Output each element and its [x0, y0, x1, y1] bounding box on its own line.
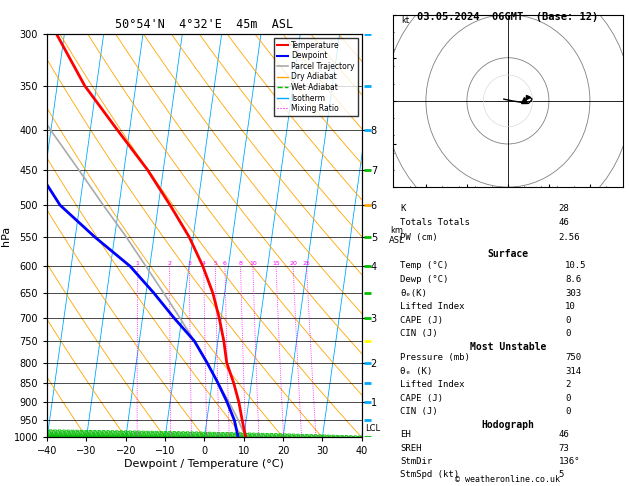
Text: 20: 20	[289, 261, 297, 266]
Text: 28: 28	[559, 204, 569, 213]
Text: θₑ(K): θₑ(K)	[400, 289, 427, 297]
Text: 46: 46	[559, 431, 569, 439]
Text: 0: 0	[565, 407, 571, 416]
Text: 8.6: 8.6	[565, 275, 581, 284]
Text: CAPE (J): CAPE (J)	[400, 394, 443, 402]
Text: 0: 0	[565, 394, 571, 402]
Text: kt: kt	[401, 16, 409, 25]
Text: Pressure (mb): Pressure (mb)	[400, 353, 470, 363]
Text: 2: 2	[565, 380, 571, 389]
Text: 73: 73	[559, 444, 569, 452]
Text: 5: 5	[559, 470, 564, 479]
Text: K: K	[400, 204, 405, 213]
Text: CAPE (J): CAPE (J)	[400, 316, 443, 325]
Text: 6: 6	[223, 261, 227, 266]
Text: Dewp (°C): Dewp (°C)	[400, 275, 448, 284]
Text: 2.56: 2.56	[559, 232, 580, 242]
Text: PW (cm): PW (cm)	[400, 232, 438, 242]
Text: 3: 3	[187, 261, 191, 266]
Text: 10: 10	[249, 261, 257, 266]
Text: 2: 2	[167, 261, 172, 266]
Text: 303: 303	[565, 289, 581, 297]
Text: Most Unstable: Most Unstable	[470, 342, 546, 352]
Text: SREH: SREH	[400, 444, 421, 452]
Text: 314: 314	[565, 367, 581, 376]
Title: 50°54'N  4°32'E  45m  ASL: 50°54'N 4°32'E 45m ASL	[115, 18, 294, 32]
Text: 0: 0	[565, 316, 571, 325]
Text: Surface: Surface	[487, 249, 528, 259]
Text: 10.5: 10.5	[565, 261, 587, 270]
Text: Lifted Index: Lifted Index	[400, 380, 464, 389]
Text: StmSpd (kt): StmSpd (kt)	[400, 470, 459, 479]
Text: 8: 8	[238, 261, 242, 266]
Text: CIN (J): CIN (J)	[400, 329, 438, 338]
Text: Hodograph: Hodograph	[481, 420, 535, 430]
Text: EH: EH	[400, 431, 411, 439]
Legend: Temperature, Dewpoint, Parcel Trajectory, Dry Adiabat, Wet Adiabat, Isotherm, Mi: Temperature, Dewpoint, Parcel Trajectory…	[274, 38, 358, 116]
Text: Totals Totals: Totals Totals	[400, 218, 470, 227]
Text: 03.05.2024  06GMT  (Base: 12): 03.05.2024 06GMT (Base: 12)	[417, 12, 599, 22]
Text: 10: 10	[565, 302, 576, 311]
Text: CIN (J): CIN (J)	[400, 407, 438, 416]
Text: 46: 46	[559, 218, 569, 227]
Text: 5: 5	[213, 261, 217, 266]
Text: LCL: LCL	[365, 424, 380, 434]
Text: 4: 4	[202, 261, 206, 266]
Text: 750: 750	[565, 353, 581, 363]
Text: © weatheronline.co.uk: © weatheronline.co.uk	[455, 474, 560, 484]
Text: 136°: 136°	[559, 457, 580, 466]
X-axis label: Dewpoint / Temperature (°C): Dewpoint / Temperature (°C)	[125, 459, 284, 469]
Text: 1: 1	[136, 261, 140, 266]
Text: StmDir: StmDir	[400, 457, 432, 466]
Text: θₑ (K): θₑ (K)	[400, 367, 432, 376]
Text: 25: 25	[303, 261, 311, 266]
Text: Temp (°C): Temp (°C)	[400, 261, 448, 270]
Text: 0: 0	[565, 329, 571, 338]
Text: 15: 15	[272, 261, 280, 266]
Text: Lifted Index: Lifted Index	[400, 302, 464, 311]
Y-axis label: hPa: hPa	[1, 226, 11, 246]
Y-axis label: km
ASL: km ASL	[389, 226, 404, 245]
